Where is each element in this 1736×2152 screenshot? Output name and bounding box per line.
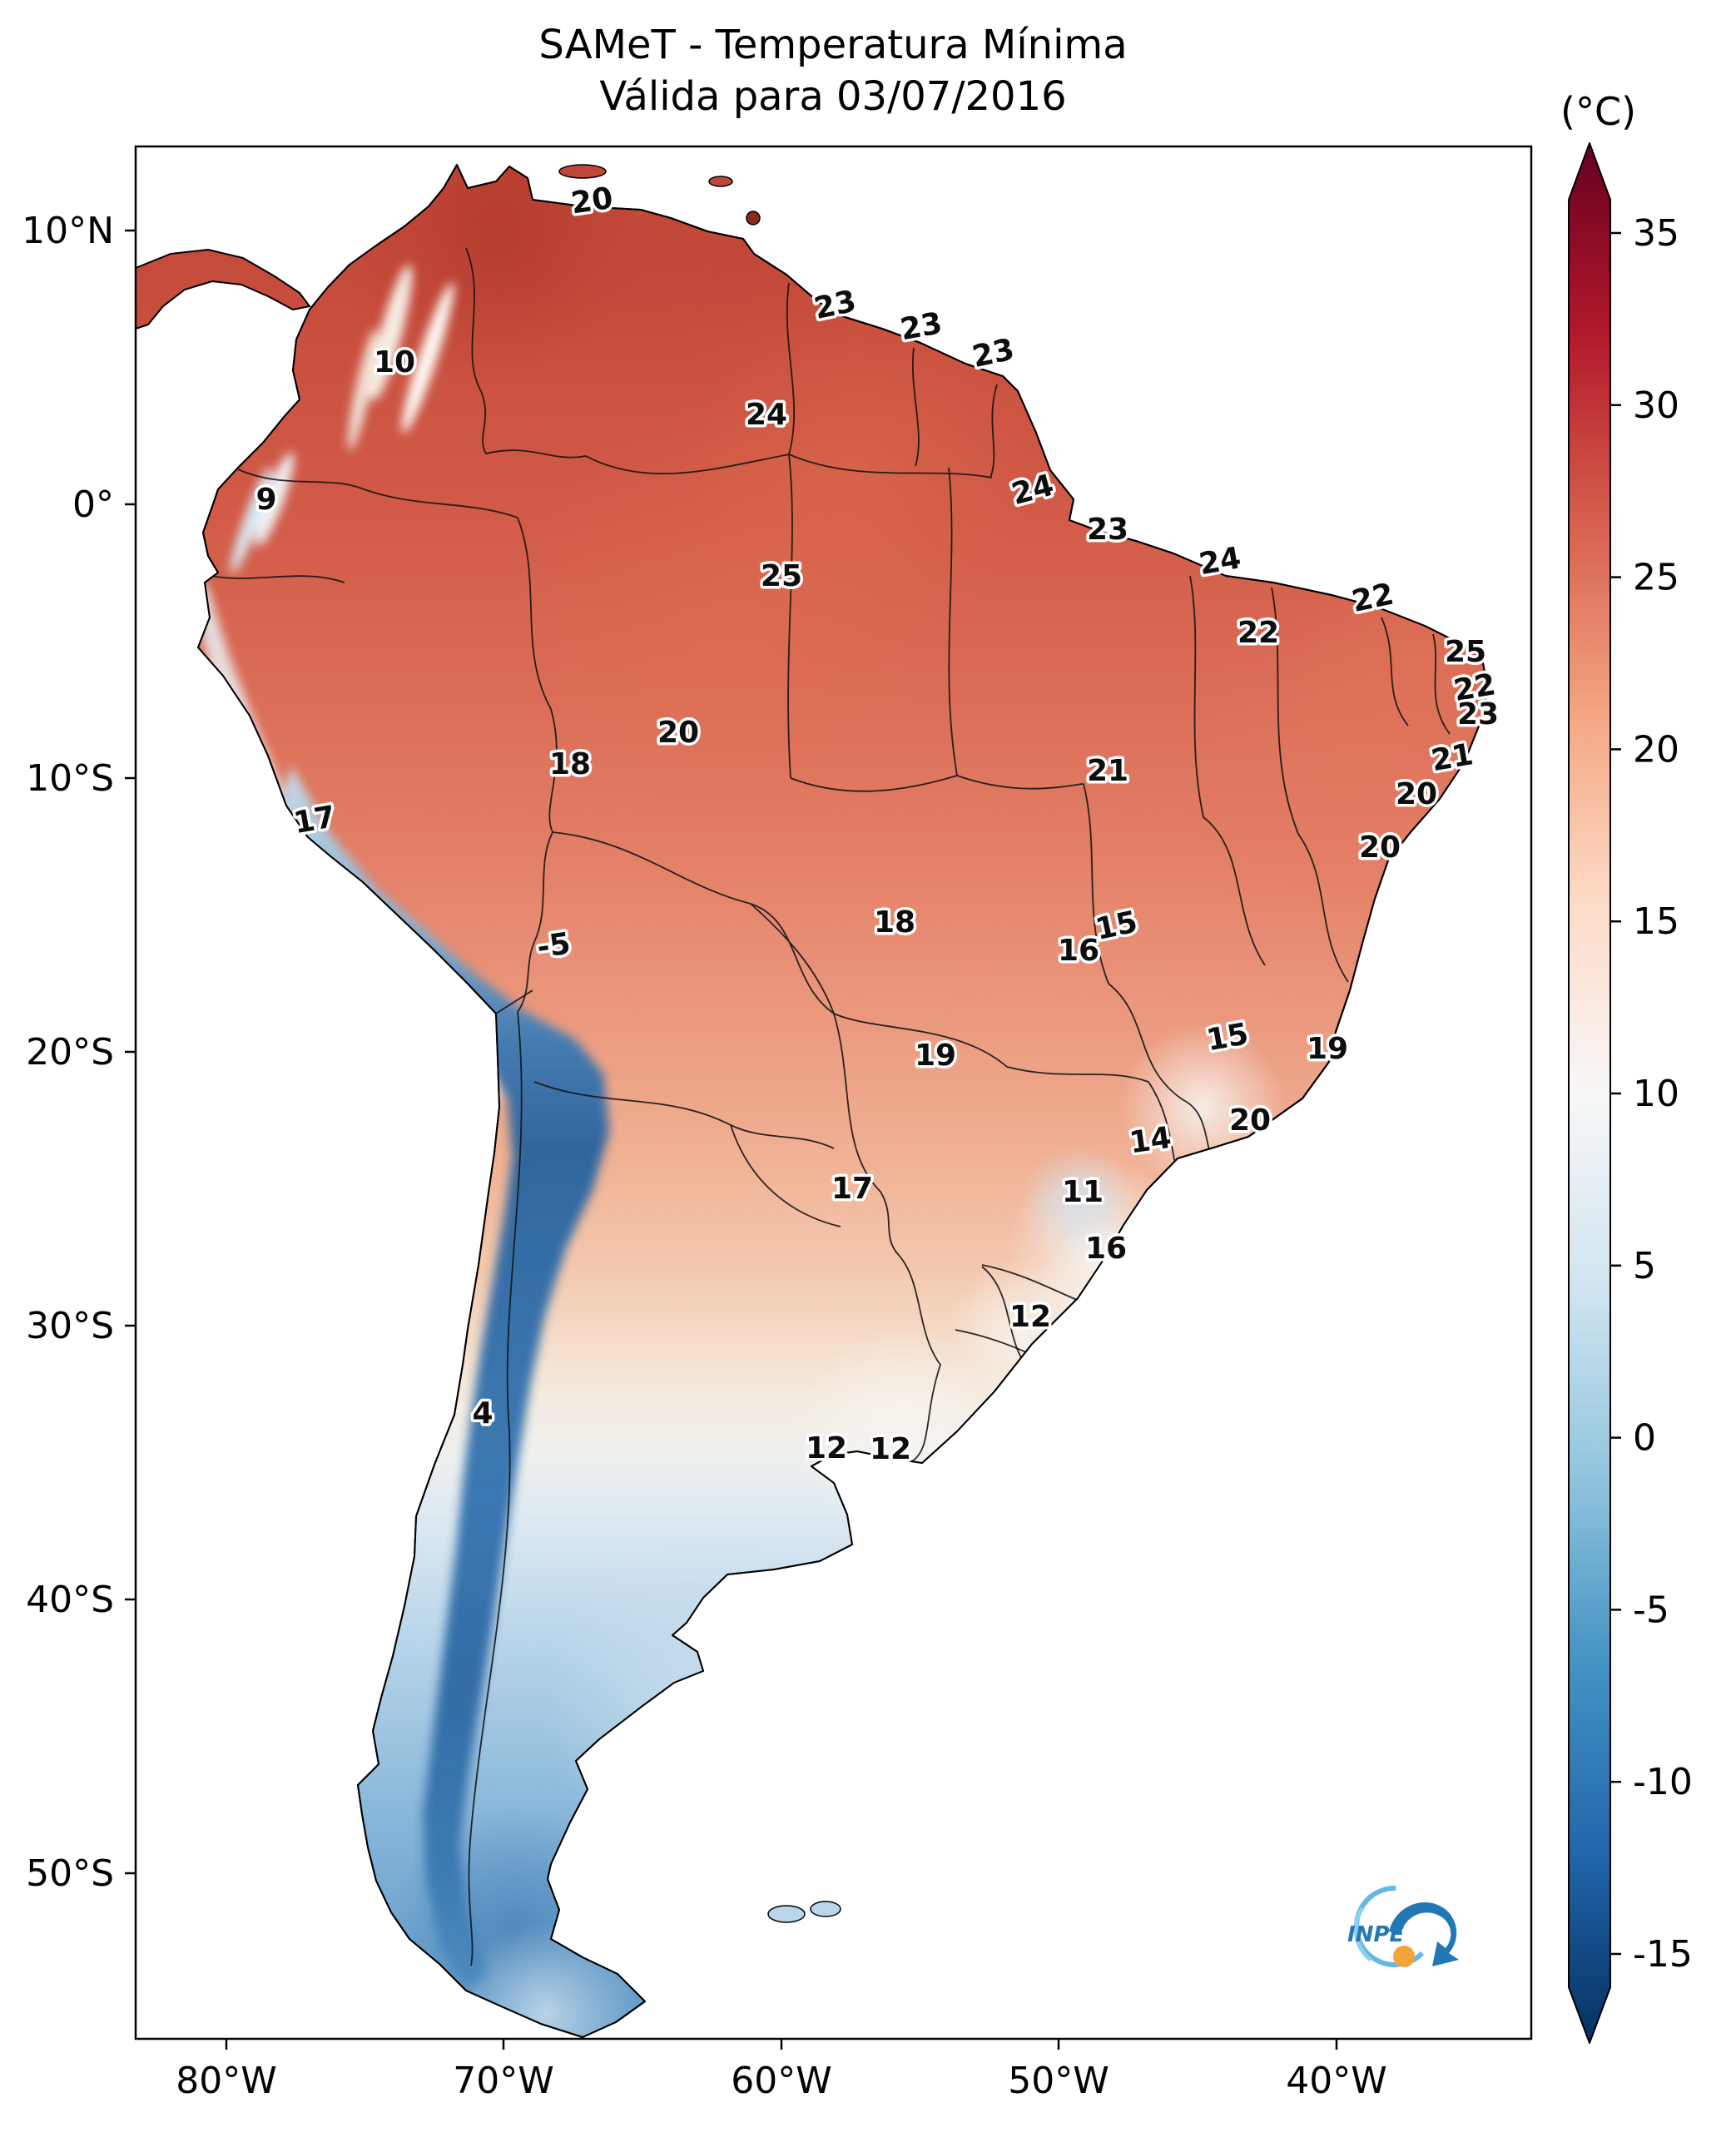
- temp-label: 10: [374, 345, 415, 379]
- temp-label: 21: [1429, 737, 1476, 778]
- inpe-logo: INPE: [1347, 1885, 1459, 1967]
- temp-label: 17: [291, 800, 338, 840]
- colorbar-tick-label: 10: [1633, 1073, 1679, 1115]
- lat-tick-label: 30°S: [26, 1305, 114, 1347]
- temp-label: 25: [761, 559, 802, 593]
- temp-label: 20: [1359, 831, 1401, 865]
- colorbar-tick-label: -5: [1633, 1589, 1669, 1631]
- lat-tick-label: 40°S: [26, 1579, 114, 1621]
- temp-label: 4: [472, 1396, 493, 1431]
- ridge: [348, 328, 378, 451]
- temp-label: 20: [1229, 1103, 1271, 1138]
- lon-tick-label: 50°W: [1008, 2060, 1109, 2102]
- temp-label: 23: [970, 332, 1018, 374]
- temp-label: -5: [535, 927, 573, 965]
- colorbar-tick-label: 20: [1633, 728, 1679, 771]
- caribbean-island: [558, 164, 607, 179]
- colorbar-gradient-bar: [1568, 142, 1611, 2044]
- logo-arrow: [1389, 1902, 1459, 1966]
- temp-label: 23: [1457, 697, 1499, 731]
- lat-tick-label: 20°S: [26, 1031, 114, 1074]
- plot-area: [134, 145, 1533, 2040]
- longitude-axis: 80°W 70°W 60°W 50°W 40°W: [176, 2039, 1387, 2102]
- temp-label: 20: [657, 716, 699, 750]
- temp-label: 23: [898, 306, 945, 347]
- lat-tick-label: 0°: [72, 483, 114, 526]
- temp-label: 15: [1093, 905, 1141, 947]
- latitude-axis: 10°N 0° 10°S 20°S 30°S 40°S 50°S: [22, 210, 136, 1895]
- colorbar: (°C) 35 30 25 20 15 10 5 0 -5 -10 -15: [1560, 89, 1693, 2044]
- lon-tick-label: 60°W: [731, 2060, 832, 2102]
- temp-label: 23: [1087, 513, 1128, 547]
- falkland-island-west: [767, 1905, 806, 1923]
- inpe-logo-text: INPE: [1347, 1922, 1404, 1947]
- ridge: [255, 452, 294, 547]
- colorbar-tick-label: 25: [1633, 557, 1679, 599]
- lon-tick-label: 80°W: [176, 2060, 277, 2102]
- plot-frame: [134, 145, 1533, 2040]
- caribbean-island: [708, 176, 733, 187]
- northern-andes-ridges: [231, 264, 454, 573]
- temp-label: 22: [1451, 667, 1498, 708]
- lon-tick-label: 40°W: [1286, 2060, 1387, 2102]
- temp-label: 12: [870, 1432, 911, 1466]
- shade-amazon-north: [682, 300, 1032, 649]
- ridge: [370, 264, 413, 402]
- boundary-line: [468, 831, 841, 1966]
- falkland-island-east: [810, 1901, 841, 1917]
- colorbar-tick-label: 30: [1633, 384, 1679, 427]
- colorbar-tick-label: 15: [1633, 900, 1679, 943]
- ridge: [231, 467, 272, 573]
- temp-label: 20: [1396, 777, 1437, 811]
- lat-tick-label: 10°S: [26, 757, 114, 800]
- coastline: [197, 164, 1489, 2038]
- temp-label: 25: [1445, 635, 1486, 669]
- panama-isthmus: [135, 249, 310, 330]
- colorbar-tick-label: 5: [1633, 1245, 1656, 1287]
- ridge: [401, 282, 454, 434]
- temp-label: 21: [1087, 754, 1128, 788]
- shade-tierra-del-fuego: [454, 1922, 637, 2037]
- boundary-line: [550, 1013, 1036, 1966]
- temp-label: 20: [569, 181, 615, 221]
- temp-label: 11: [1062, 1175, 1104, 1209]
- temp-label: 17: [831, 1172, 873, 1206]
- temp-label: 24: [746, 398, 787, 432]
- figure-title: SAMeT - Temperatura Mínima: [538, 22, 1127, 68]
- colorbar-tick-label: -15: [1633, 1933, 1693, 1976]
- colorbar-tick-label: 35: [1633, 212, 1679, 255]
- temp-label: 24: [1197, 541, 1243, 582]
- colorbar-tick-label: -10: [1633, 1761, 1693, 1803]
- temp-label: 16: [1085, 1232, 1127, 1266]
- temp-label: 22: [1238, 616, 1279, 650]
- temp-label: 16: [1058, 934, 1099, 968]
- lat-tick-label: 50°S: [26, 1852, 114, 1895]
- temp-label: 19: [1307, 1032, 1348, 1066]
- temp-label: 14: [1128, 1121, 1173, 1161]
- temp-label: 12: [806, 1431, 847, 1465]
- temp-label: 18: [874, 905, 915, 940]
- logo-swirl-inner: [1353, 1907, 1372, 1961]
- colorbar-ticks: 35 30 25 20 15 10 5 0 -5 -10 -15: [1610, 212, 1693, 1976]
- lon-tick-label: 70°W: [453, 2060, 554, 2102]
- colorbar-unit-label: (°C): [1560, 89, 1636, 134]
- temp-label: 12: [1009, 1300, 1051, 1334]
- temp-label: 19: [915, 1039, 956, 1073]
- lat-tick-label: 10°N: [22, 210, 114, 252]
- figure-subtitle: Válida para 03/07/2016: [599, 73, 1066, 120]
- colorbar-tick-label: 0: [1633, 1417, 1656, 1460]
- shade-northeast-coast: [1294, 541, 1488, 791]
- temp-label: 9: [255, 483, 276, 517]
- boundary-line: [787, 454, 1349, 984]
- trinidad-island: [746, 211, 761, 226]
- andes-overlay: [281, 766, 609, 1989]
- logo-orange-dot: [1393, 1946, 1415, 1967]
- boundary-line: [209, 469, 558, 1014]
- temp-label: 18: [549, 747, 591, 781]
- temp-label: 15: [1204, 1017, 1251, 1058]
